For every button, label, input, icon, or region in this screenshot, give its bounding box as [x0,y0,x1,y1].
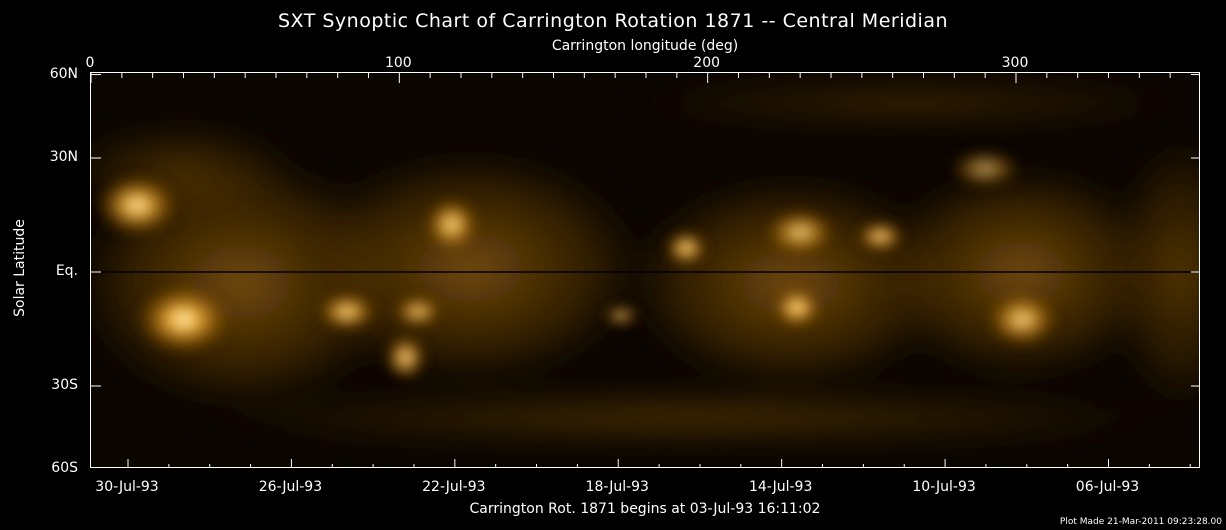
y-axis-label: Solar Latitude [12,219,28,317]
active-region [772,287,822,328]
active-region [985,291,1060,348]
date-tick-label: 22-Jul-93 [422,479,486,495]
plot-made-timestamp: Plot Made 21-Mar-2011 09:23:28.00 [1059,517,1222,527]
date-tick-label: 30-Jul-93 [95,479,159,495]
latitude-tick-label: 60S [51,460,78,477]
top-tick-label: 100 [384,55,412,71]
date-tick-label: 06-Jul-93 [1075,479,1140,495]
date-tick-label: 10-Jul-93 [912,479,976,495]
active-region [602,305,640,326]
active-region [664,230,708,267]
active-region [424,196,480,253]
rotation-start-caption: Carrington Rot. 1871 begins at 03-Jul-93… [469,501,821,517]
top-tick-label: 0 [85,55,95,71]
top-tick-label: 200 [693,55,721,71]
date-tick-label: 14-Jul-93 [748,479,813,495]
latitude-tick-label: Eq. [55,263,78,279]
latitude-tick-label: 30S [51,377,78,393]
haze-patch [611,81,1199,125]
haze-patch [1111,133,1199,413]
top-axis-label: Carrington longitude (deg) [551,38,739,54]
synoptic-map [90,72,1200,468]
active-region [763,208,838,257]
latitude-tick-label: 30N [49,149,78,165]
date-tick-label: 18-Jul-93 [585,479,649,495]
active-region [855,220,905,253]
haze-patch [171,390,1199,446]
synoptic-map-image [91,73,1199,467]
active-region [134,283,233,356]
date-tick-label: 26-Jul-93 [258,479,323,495]
haze-patch [871,163,1171,383]
chart-title: SXT Synoptic Chart of Carrington Rotatio… [277,10,949,32]
latitude-tick-label: 60N [49,65,78,82]
active-region [393,295,443,328]
active-region [316,291,378,332]
active-region [948,148,1023,189]
active-region [94,173,181,238]
haze-patch [291,148,651,388]
top-tick-label: 300 [1001,55,1029,71]
active-region [383,333,428,382]
